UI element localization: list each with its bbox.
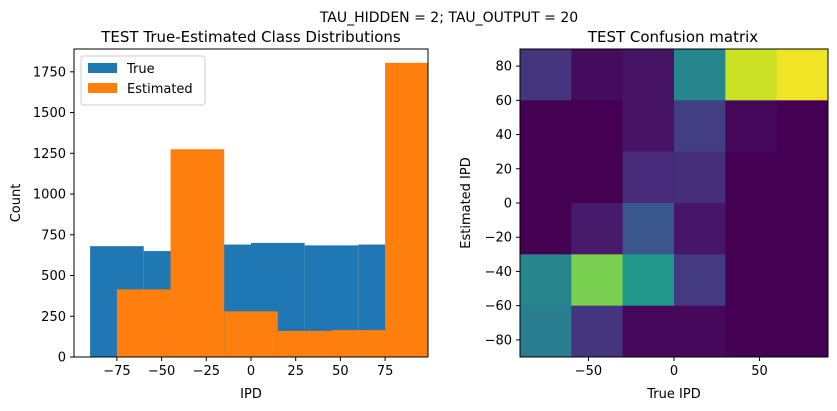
bar-estimated-3 xyxy=(277,330,332,357)
confusion-matrix-x-ticks: −50 0 50 xyxy=(575,357,768,379)
cm-cell-r1-c0 xyxy=(520,100,572,153)
y-tick-label: 750 xyxy=(41,228,66,243)
y-tick-label: −20 xyxy=(485,231,512,246)
histogram-x-ticks: −75 −50 −25 0 25 50 75 xyxy=(103,357,393,379)
y-tick-label: 20 xyxy=(495,162,512,177)
bar-estimated-5 xyxy=(385,62,428,357)
cm-cell-r5-c2 xyxy=(622,305,675,358)
confusion-matrix-cells xyxy=(520,49,829,358)
figure-suptitle: TAU_HIDDEN = 2; TAU_OUTPUT = 20 xyxy=(319,10,578,26)
x-tick-label: 75 xyxy=(377,364,394,379)
histogram-y-label: Count xyxy=(9,184,24,223)
histogram-panel: TEST True-Estimated Class Distributions … xyxy=(9,28,429,402)
legend-swatch-true xyxy=(88,63,117,73)
cm-cell-r3-c3 xyxy=(674,203,726,255)
y-tick-label: 250 xyxy=(41,310,66,325)
cm-cell-r1-c2 xyxy=(622,100,675,153)
histogram-bars xyxy=(90,62,428,357)
cm-cell-r0-c2 xyxy=(622,49,675,101)
cm-cell-r5-c3 xyxy=(674,305,726,358)
cm-cell-r0-c5 xyxy=(776,49,829,101)
cm-cell-r4-c5 xyxy=(776,254,829,307)
confusion-matrix-panel: TEST Confusion matrix −50 0 50 −80 −60 −40 −2… xyxy=(459,28,829,402)
cm-cell-r3-c4 xyxy=(725,203,778,255)
x-tick-label: 50 xyxy=(332,364,349,379)
histogram-y-ticks: 0 250 500 750 1000 1250 1500 1750 xyxy=(33,65,74,366)
cm-cell-r2-c0 xyxy=(520,151,572,204)
cm-cell-r1-c5 xyxy=(776,100,829,153)
y-tick-label: 40 xyxy=(495,128,512,143)
cm-cell-r4-c3 xyxy=(674,254,726,307)
y-tick-label: −60 xyxy=(485,299,512,314)
bar-estimated-4 xyxy=(331,330,386,357)
cm-cell-r4-c2 xyxy=(622,254,675,307)
y-tick-label: 0 xyxy=(58,351,66,366)
x-tick-label: −50 xyxy=(148,364,175,379)
y-tick-label: 1000 xyxy=(33,188,66,203)
x-tick-label: 0 xyxy=(670,364,678,379)
histogram-title: TEST True-Estimated Class Distributions xyxy=(100,28,401,46)
y-tick-label: 0 xyxy=(504,197,512,212)
cm-cell-r3-c0 xyxy=(520,203,572,255)
cm-cell-r1-c1 xyxy=(571,100,624,153)
histogram-legend: True Estimated xyxy=(80,55,206,106)
confusion-matrix-x-label: True IPD xyxy=(646,387,700,402)
cm-cell-r4-c0 xyxy=(520,254,572,307)
cm-cell-r4-c1 xyxy=(571,254,624,307)
x-tick-label: 25 xyxy=(287,364,304,379)
cm-cell-r2-c2 xyxy=(622,151,675,204)
cm-cell-r0-c4 xyxy=(725,49,778,101)
y-tick-label: 500 xyxy=(41,269,66,284)
cm-cell-r3-c2 xyxy=(622,203,675,255)
cm-cell-r0-c1 xyxy=(571,49,624,101)
cm-cell-r0-c3 xyxy=(674,49,726,101)
y-tick-label: 1250 xyxy=(33,147,66,162)
y-tick-label: 1500 xyxy=(33,106,66,121)
cm-cell-r3-c1 xyxy=(571,203,624,255)
confusion-matrix-y-label: Estimated IPD xyxy=(459,157,474,249)
confusion-matrix-title: TEST Confusion matrix xyxy=(587,28,758,46)
legend-label-estimated: Estimated xyxy=(127,82,193,97)
cm-cell-r1-c3 xyxy=(674,100,726,153)
x-tick-label: 50 xyxy=(751,364,768,379)
cm-cell-r1-c4 xyxy=(725,100,778,153)
y-tick-label: 80 xyxy=(495,60,512,75)
cm-cell-r3-c5 xyxy=(776,203,829,255)
bar-estimated-1 xyxy=(170,149,225,357)
cm-cell-r2-c3 xyxy=(674,151,726,204)
x-tick-label: −75 xyxy=(103,364,130,379)
x-tick-label: 0 xyxy=(247,364,255,379)
bar-estimated-0 xyxy=(116,289,171,357)
bar-estimated-2 xyxy=(224,311,278,357)
confusion-matrix-y-ticks: −80 −60 −40 −20 0 20 40 60 80 xyxy=(485,60,520,348)
histogram-x-label: IPD xyxy=(240,387,262,402)
cm-cell-r5-c4 xyxy=(725,305,778,358)
y-tick-label: 60 xyxy=(495,94,512,109)
cm-cell-r2-c1 xyxy=(571,151,624,204)
cm-cell-r2-c4 xyxy=(725,151,778,204)
cm-cell-r0-c0 xyxy=(520,49,572,101)
y-tick-label: 1750 xyxy=(33,65,66,80)
cm-cell-r5-c0 xyxy=(520,305,572,358)
y-tick-label: −40 xyxy=(485,265,512,280)
cm-cell-r5-c1 xyxy=(571,305,624,358)
cm-cell-r4-c4 xyxy=(725,254,778,307)
legend-swatch-estimated xyxy=(88,83,117,93)
x-tick-label: −50 xyxy=(575,364,602,379)
y-tick-label: −80 xyxy=(485,333,512,348)
cm-cell-r2-c5 xyxy=(776,151,829,204)
legend-label-true: True xyxy=(126,62,155,77)
x-tick-label: −25 xyxy=(193,364,220,379)
cm-cell-r5-c5 xyxy=(776,305,829,358)
